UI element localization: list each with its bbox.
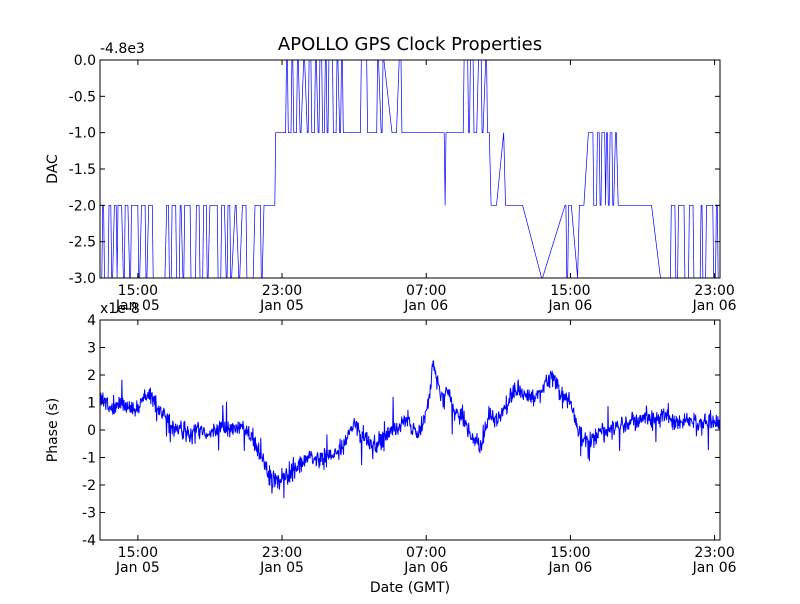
phase-xtick-time-label: 15:00 (118, 545, 158, 561)
dac-series-line (100, 59, 720, 279)
dac-xtick-date-label: Jan 06 (692, 298, 737, 314)
phase-xtick-date-label: Jan 05 (115, 560, 160, 576)
dac-xtick-date-label: Jan 06 (403, 298, 448, 314)
phase-series-line (99, 360, 721, 499)
phase-xtick-time-label: 07:00 (406, 545, 446, 561)
phase-ytick-label: 0 (87, 423, 96, 439)
dac-xtick-date-label: Jan 05 (115, 298, 160, 314)
dac-xtick-date-label: Jan 06 (547, 298, 592, 314)
dac-xtick-time-label: 15:00 (118, 283, 158, 299)
dac-xtick-date-label: Jan 05 (259, 298, 304, 314)
dac-ytick-label: -0.5 (69, 89, 96, 105)
phase-ytick-label: -3 (82, 506, 96, 522)
phase-xtick-time-label: 15:00 (550, 545, 590, 561)
dac-ytick-label: -3.0 (69, 271, 96, 287)
phase-ytick-label: 2 (87, 368, 96, 384)
phase-xtick-time-label: 23:00 (694, 545, 734, 561)
dac-ytick-label: -2.5 (69, 235, 96, 251)
dac-ytick-label: 0.0 (74, 53, 96, 69)
phase-xtick-date-label: Jan 06 (547, 560, 592, 576)
phase-ytick-label: -2 (82, 478, 96, 494)
phase-ytick-label: 3 (87, 341, 96, 357)
chart-title: APOLLO GPS Clock Properties (278, 34, 542, 55)
phase-xtick-date-label: Jan 05 (259, 560, 304, 576)
phase-ytick-label: -1 (82, 451, 96, 467)
phase-ytick-label: 4 (87, 313, 96, 329)
phase-y-axis-label: Phase (s) (45, 398, 61, 462)
dac-ytick-label: -1.0 (69, 126, 96, 142)
dac-axes-frame (99, 59, 721, 279)
phase-xtick-time-label: 23:00 (262, 545, 302, 561)
dac-xtick-time-label: 07:00 (406, 283, 446, 299)
dac-y-axis-label: DAC (45, 154, 61, 184)
dac-ytick-label: -1.5 (69, 162, 96, 178)
phase-offset-label: x1e-8 (100, 301, 140, 317)
dac-offset-label: -4.8e3 (100, 41, 145, 57)
dac-ytick-label: -2.0 (69, 198, 96, 214)
phase-xtick-date-label: Jan 06 (403, 560, 448, 576)
phase-xtick-date-label: Jan 06 (692, 560, 737, 576)
dac-xtick-time-label: 23:00 (262, 283, 302, 299)
dac-xtick-time-label: 23:00 (694, 283, 734, 299)
dac-xtick-time-label: 15:00 (550, 283, 590, 299)
phase-ytick-label: 1 (87, 396, 96, 412)
phase-ytick-label: -4 (82, 533, 96, 549)
x-axis-label: Date (GMT) (370, 580, 450, 596)
